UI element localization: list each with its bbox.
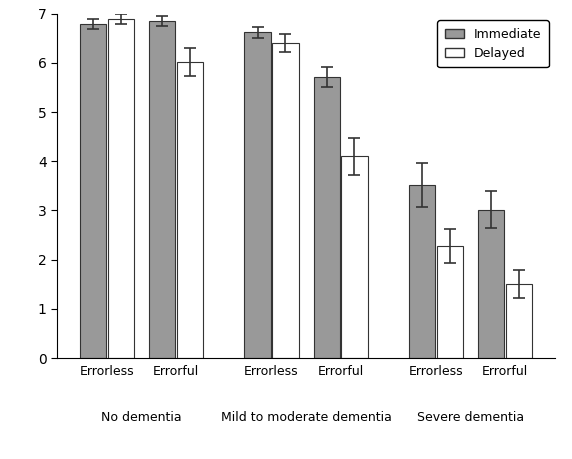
Bar <box>177 62 203 358</box>
Bar <box>80 23 106 358</box>
Bar <box>108 19 134 358</box>
Bar <box>437 246 463 358</box>
Legend: Immediate, Delayed: Immediate, Delayed <box>438 20 549 67</box>
Bar <box>341 157 368 358</box>
Bar <box>313 77 340 358</box>
Bar <box>409 185 435 358</box>
Bar <box>272 43 299 358</box>
Bar <box>506 284 532 358</box>
Bar <box>149 21 175 358</box>
Bar <box>478 209 505 358</box>
Text: Mild to moderate dementia: Mild to moderate dementia <box>221 411 391 424</box>
Bar <box>244 33 271 358</box>
Text: Severe dementia: Severe dementia <box>417 411 524 424</box>
Text: No dementia: No dementia <box>101 411 182 424</box>
